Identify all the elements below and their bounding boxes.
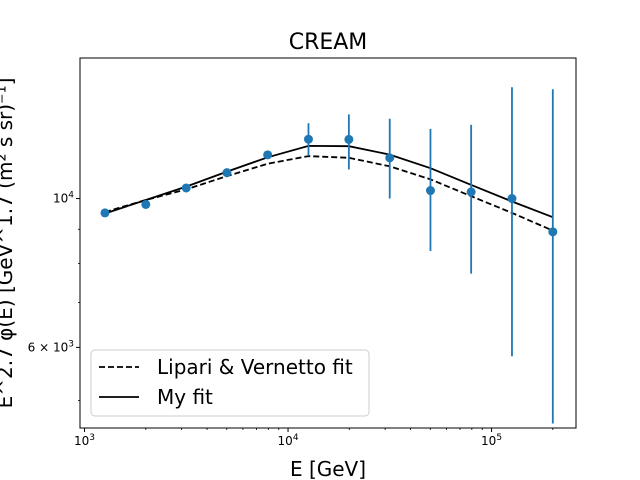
data-point (385, 153, 395, 163)
data-point (548, 227, 558, 237)
data-point (222, 168, 232, 178)
y-axis-label: E^2.7 φ(E) [GeV^1.7 (m² s sr)⁻¹] (0, 78, 17, 409)
data-point (507, 194, 517, 204)
chart-title: CREAM (289, 30, 368, 55)
data-point (425, 186, 435, 196)
data-point (344, 134, 354, 144)
series-line-lipari-vernetto-fit (104, 155, 554, 232)
data-point (303, 134, 313, 144)
y-tick-label: 6 × 103 (28, 339, 74, 354)
x-axis-label: E [GeV] (290, 457, 366, 480)
axes-frame (79, 57, 577, 429)
legend-label: Lipari & Vernetto fit (157, 355, 353, 379)
data-point (141, 199, 151, 209)
data-point (181, 183, 191, 193)
data-point (100, 208, 110, 218)
legend-box (90, 349, 370, 417)
legend-label: My fit (157, 385, 213, 409)
series-line-my-fit (104, 144, 554, 219)
data-point (263, 150, 273, 160)
legend: Lipari & Vernetto fit My fit (90, 349, 370, 417)
data-point (466, 187, 476, 197)
